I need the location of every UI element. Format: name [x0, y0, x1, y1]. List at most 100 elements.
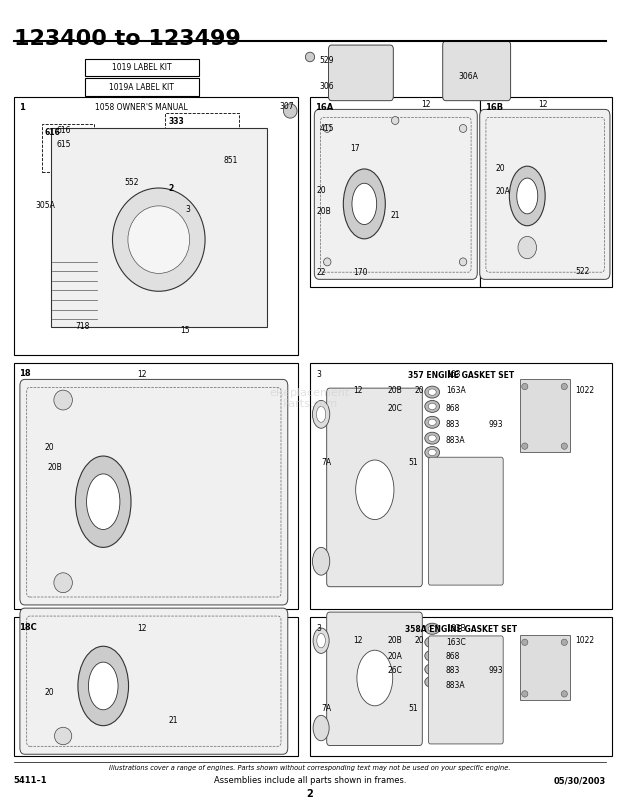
Ellipse shape — [459, 124, 467, 132]
Text: 163A: 163A — [446, 386, 466, 395]
Ellipse shape — [313, 715, 329, 741]
Text: 21: 21 — [168, 715, 177, 724]
Text: 1: 1 — [19, 103, 25, 112]
Text: 3: 3 — [316, 371, 321, 379]
Text: 357 ENGINE GASKET SET: 357 ENGINE GASKET SET — [408, 371, 515, 379]
Ellipse shape — [76, 456, 131, 548]
Text: 20B: 20B — [48, 463, 63, 472]
Ellipse shape — [78, 646, 128, 726]
Bar — [14, 617, 298, 755]
Ellipse shape — [425, 432, 440, 444]
Ellipse shape — [356, 460, 394, 520]
Text: eReplacement
Parts.com: eReplacement Parts.com — [270, 387, 350, 409]
Text: 20: 20 — [45, 444, 54, 452]
Text: 12: 12 — [353, 636, 363, 645]
Ellipse shape — [343, 169, 385, 239]
Bar — [165, 112, 239, 172]
Ellipse shape — [425, 623, 440, 634]
FancyBboxPatch shape — [327, 388, 422, 587]
Text: Illustrations cover a range of engines. Parts shown without corresponding text m: Illustrations cover a range of engines. … — [109, 765, 511, 772]
Text: 1058 OWNER'S MANUAL: 1058 OWNER'S MANUAL — [95, 103, 188, 111]
Text: 333: 333 — [168, 116, 184, 126]
Ellipse shape — [391, 116, 399, 124]
Ellipse shape — [561, 639, 567, 646]
Text: 51: 51 — [409, 457, 419, 467]
Ellipse shape — [425, 676, 440, 687]
Text: 615: 615 — [57, 140, 71, 149]
Ellipse shape — [428, 626, 436, 631]
Ellipse shape — [54, 573, 73, 593]
Text: 1022: 1022 — [575, 386, 595, 395]
Ellipse shape — [428, 666, 436, 672]
FancyBboxPatch shape — [428, 636, 503, 744]
Text: 20: 20 — [45, 688, 54, 697]
Text: 5411–1: 5411–1 — [14, 776, 47, 785]
FancyBboxPatch shape — [327, 612, 422, 746]
Text: 1022: 1022 — [575, 636, 595, 645]
Text: 16B: 16B — [485, 103, 503, 112]
Ellipse shape — [425, 637, 440, 648]
Text: 20B: 20B — [387, 636, 402, 645]
Ellipse shape — [459, 258, 467, 265]
Bar — [85, 79, 199, 96]
Bar — [520, 379, 570, 452]
Ellipse shape — [561, 691, 567, 697]
Text: 522: 522 — [575, 267, 590, 276]
Text: 993: 993 — [489, 420, 503, 429]
Text: 868: 868 — [446, 403, 460, 412]
Text: 358A ENGINE GASKET SET: 358A ENGINE GASKET SET — [405, 625, 517, 634]
Ellipse shape — [306, 52, 314, 62]
Text: 20: 20 — [495, 164, 505, 172]
Text: 2: 2 — [307, 789, 313, 800]
Ellipse shape — [324, 124, 331, 132]
Ellipse shape — [55, 727, 72, 745]
Bar — [14, 97, 298, 354]
Text: 993: 993 — [489, 666, 503, 675]
Ellipse shape — [521, 383, 528, 390]
Text: 12: 12 — [538, 100, 548, 109]
Ellipse shape — [428, 403, 436, 410]
Ellipse shape — [425, 416, 440, 428]
Bar — [14, 363, 298, 609]
Text: 616: 616 — [57, 126, 71, 135]
Ellipse shape — [316, 407, 326, 423]
Ellipse shape — [561, 443, 567, 449]
Text: 20: 20 — [415, 386, 425, 395]
Text: 123400 to 123499: 123400 to 123499 — [14, 29, 241, 49]
Bar — [520, 635, 570, 700]
Text: 163: 163 — [446, 371, 460, 379]
Text: 20: 20 — [415, 636, 425, 645]
Ellipse shape — [425, 447, 440, 459]
Text: 22: 22 — [316, 269, 326, 277]
Ellipse shape — [518, 237, 536, 259]
Text: 26C: 26C — [387, 666, 402, 675]
Ellipse shape — [425, 650, 440, 662]
Text: 20A: 20A — [495, 188, 510, 196]
FancyBboxPatch shape — [480, 109, 610, 279]
Ellipse shape — [428, 679, 436, 685]
Text: 306A: 306A — [458, 72, 478, 81]
Text: 883: 883 — [446, 420, 460, 429]
Text: 883: 883 — [446, 666, 460, 675]
Ellipse shape — [317, 634, 326, 648]
Bar — [85, 99, 199, 115]
Ellipse shape — [283, 103, 297, 118]
Text: 415: 415 — [319, 124, 334, 133]
Ellipse shape — [428, 639, 436, 645]
Text: 51: 51 — [409, 703, 419, 713]
FancyBboxPatch shape — [428, 457, 503, 585]
Text: 170: 170 — [353, 269, 368, 277]
Ellipse shape — [425, 386, 440, 398]
Ellipse shape — [428, 653, 436, 658]
Text: 718: 718 — [76, 322, 90, 331]
Ellipse shape — [87, 474, 120, 529]
Text: 15: 15 — [180, 326, 190, 335]
FancyBboxPatch shape — [314, 109, 477, 279]
Ellipse shape — [425, 400, 440, 412]
Text: 851: 851 — [224, 156, 238, 164]
Bar — [310, 363, 613, 609]
Ellipse shape — [428, 449, 436, 456]
Ellipse shape — [54, 390, 73, 410]
Text: 12: 12 — [421, 100, 431, 109]
Text: 306: 306 — [319, 82, 334, 91]
